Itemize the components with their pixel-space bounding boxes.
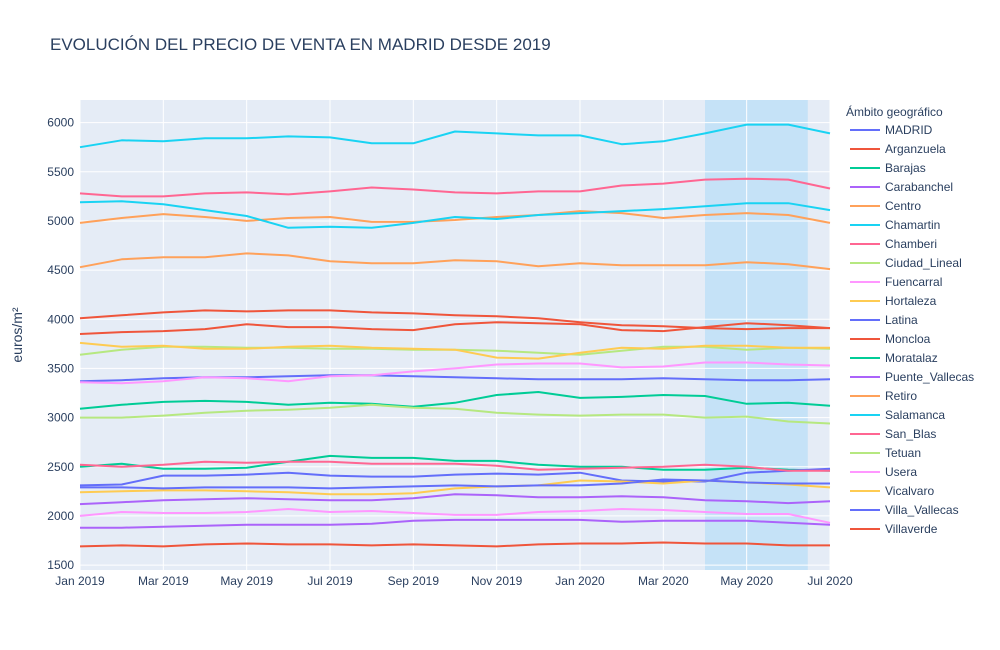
legend-item[interactable]: Retiro bbox=[850, 389, 917, 403]
legend-item[interactable]: Latina bbox=[850, 313, 918, 327]
legend-item[interactable]: Salamanca bbox=[850, 408, 945, 422]
legend-item[interactable]: Villa_Vallecas bbox=[850, 503, 959, 517]
x-tick-label: Mar 2019 bbox=[138, 574, 189, 588]
y-tick-label: 3000 bbox=[47, 411, 74, 425]
series-line-chamberi bbox=[79, 177, 831, 198]
legend-label: Latina bbox=[885, 313, 918, 327]
series-line-chamartin bbox=[79, 123, 831, 149]
series-line-puente_vallecas bbox=[79, 493, 831, 506]
y-axis-ticks: 1500 2000 2500 3000 3500 4000 4500 5000 5500 6000 bbox=[47, 116, 74, 572]
chart-title: EVOLUCIÓN DEL PRECIO DE VENTA EN MADRID … bbox=[50, 35, 551, 54]
legend-title: Ámbito geográfico bbox=[846, 104, 943, 119]
x-axis-ticks: Jan 2019 Mar 2019 May 2019 Jul 2019 Sep 2019… bbox=[55, 574, 853, 588]
legend-label: Carabanchel bbox=[885, 180, 953, 194]
x-tick-label: Jul 2019 bbox=[307, 574, 353, 588]
series-line-centro bbox=[79, 210, 831, 224]
series-lines bbox=[79, 123, 831, 548]
y-tick-label: 1500 bbox=[47, 558, 74, 572]
legend-item[interactable]: Carabanchel bbox=[850, 180, 953, 194]
legend-item[interactable]: Puente_Vallecas bbox=[850, 370, 974, 384]
legend-item[interactable]: Vicalvaro bbox=[850, 484, 934, 498]
series-line-tetuan bbox=[80, 403, 831, 425]
y-tick-label: 2500 bbox=[47, 460, 74, 474]
legend-label: Chamberi bbox=[885, 237, 937, 251]
legend-label: Moratalaz bbox=[885, 351, 938, 365]
series-line-fuencarral bbox=[79, 361, 831, 385]
series-line-villa_vallecas bbox=[80, 478, 830, 490]
highlight-band bbox=[705, 100, 808, 570]
series-line-moratalaz bbox=[79, 391, 831, 410]
legend-item[interactable]: Centro bbox=[850, 199, 921, 213]
x-tick-label: Jan 2019 bbox=[55, 574, 105, 588]
legend-item[interactable]: Ciudad_Lineal bbox=[850, 256, 962, 270]
y-axis-title: euros/m² bbox=[9, 307, 25, 363]
legend-item[interactable]: San_Blas bbox=[850, 427, 936, 441]
legend-label: Villaverde bbox=[885, 522, 938, 536]
legend-label: Moncloa bbox=[885, 332, 931, 346]
legend-label: Puente_Vallecas bbox=[885, 370, 974, 384]
legend-label: Vicalvaro bbox=[885, 484, 934, 498]
y-tick-label: 5000 bbox=[47, 214, 74, 228]
legend-label: Centro bbox=[885, 199, 921, 213]
legend-item[interactable]: Chamberi bbox=[850, 237, 937, 251]
legend-label: Hortaleza bbox=[885, 294, 937, 308]
legend-label: Fuencarral bbox=[885, 275, 942, 289]
series-line-usera bbox=[79, 508, 831, 524]
legend-item[interactable]: Usera bbox=[850, 465, 917, 479]
legend-label: Usera bbox=[885, 465, 917, 479]
legend-label: Barajas bbox=[885, 161, 926, 175]
y-tick-label: 4000 bbox=[47, 312, 74, 326]
legend-item[interactable]: MADRID bbox=[850, 123, 933, 137]
y-tick-label: 4500 bbox=[47, 263, 74, 277]
legend-label: Tetuan bbox=[885, 446, 921, 460]
legend-item[interactable]: Villaverde bbox=[850, 522, 938, 536]
series-line-barajas bbox=[79, 454, 831, 472]
legend-item[interactable]: Barajas bbox=[850, 161, 926, 175]
legend-item[interactable]: Fuencarral bbox=[850, 275, 942, 289]
y-tick-label: 6000 bbox=[47, 116, 74, 130]
legend-label: Villa_Vallecas bbox=[885, 503, 959, 517]
legend-item[interactable]: Tetuan bbox=[850, 446, 921, 460]
legend-label: Ciudad_Lineal bbox=[885, 256, 962, 270]
x-tick-label: Sep 2019 bbox=[388, 574, 440, 588]
legend: MADRID Arganzuela Barajas Carabanchel Centro… bbox=[850, 123, 974, 536]
series-line-moncloa bbox=[79, 309, 830, 331]
series-line-retiro bbox=[79, 252, 831, 271]
legend-item[interactable]: Chamartin bbox=[850, 218, 940, 232]
series-line-hortaleza bbox=[79, 341, 830, 360]
series-line-salamanca bbox=[79, 200, 831, 229]
legend-label: Retiro bbox=[885, 389, 917, 403]
legend-label: Salamanca bbox=[885, 408, 945, 422]
legend-item[interactable]: Arganzuela bbox=[850, 142, 946, 156]
x-tick-label: Jan 2020 bbox=[555, 574, 605, 588]
legend-label: MADRID bbox=[885, 123, 933, 137]
x-tick-label: May 2019 bbox=[220, 574, 273, 588]
series-line-carabanchel bbox=[80, 518, 831, 529]
legend-item[interactable]: Moratalaz bbox=[850, 351, 938, 365]
x-tick-label: May 2020 bbox=[720, 574, 773, 588]
y-tick-label: 5500 bbox=[47, 165, 74, 179]
legend-item[interactable]: Moncloa bbox=[850, 332, 931, 346]
legend-label: Arganzuela bbox=[885, 142, 946, 156]
y-tick-label: 2000 bbox=[47, 509, 74, 523]
x-tick-label: Jul 2020 bbox=[807, 574, 853, 588]
x-tick-label: Nov 2019 bbox=[471, 574, 523, 588]
y-tick-label: 3500 bbox=[47, 361, 74, 375]
series-line-san_blas bbox=[79, 460, 830, 472]
legend-item[interactable]: Hortaleza bbox=[850, 294, 937, 308]
legend-label: San_Blas bbox=[885, 427, 936, 441]
series-line-villaverde bbox=[79, 541, 830, 548]
x-tick-label: Mar 2020 bbox=[638, 574, 689, 588]
legend-label: Chamartin bbox=[885, 218, 940, 232]
